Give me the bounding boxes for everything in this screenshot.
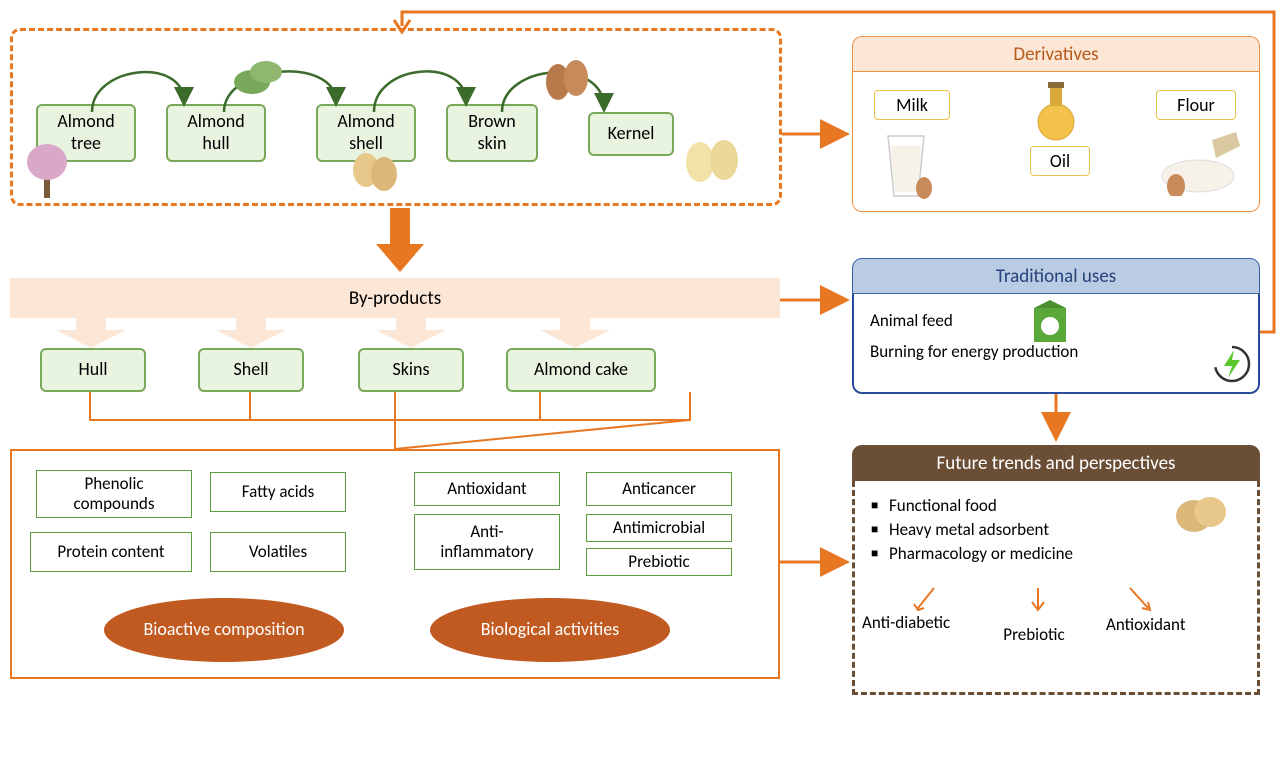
byproduct-label: Skins [392,359,429,381]
cookie-icon [1170,490,1230,538]
byproduct-almond-cake: Almond cake [506,348,656,392]
tree-icon [22,140,72,200]
byproduct-label: Shell [234,359,269,381]
byproducts-bar: By-products [10,278,780,318]
chain-node-brown-skin: Brown skin [446,104,538,162]
hull-icon [230,48,284,102]
kernel-icon [678,130,748,188]
future-header: Future trends and perspectives [852,445,1260,481]
byproduct-label: Hull [79,359,108,381]
act-antioxidant: Antioxidant [414,472,560,506]
act-antiinflammatory: Anti-inflammatory [414,514,560,570]
chain-label: Almond hull [174,111,258,154]
milk-glass-icon [876,130,936,202]
shell-icon [346,142,406,194]
chain-node-almond-hull: Almond hull [166,104,266,162]
arrow-traditional-to-future [1046,394,1066,444]
act-label: Anticancer [622,479,696,499]
deriv-milk: Milk [874,90,950,120]
ellipse-label: Biological activities [481,619,619,641]
ellipse-label: Bioactive composition [143,619,304,641]
act-prebiotic: Prebiotic [586,548,732,576]
byproduct-skins: Skins [358,348,464,392]
deriv-label: Oil [1050,150,1070,172]
chain-label: Brown skin [454,111,530,154]
byproduct-hull: Hull [40,348,146,392]
byproduct-downarrow-3 [376,318,446,348]
down-arrow-to-byproducts [376,208,424,274]
bio-volatiles: Volatiles [210,532,346,572]
brownskin-icon [538,52,596,102]
derivatives-header: Derivatives [852,36,1260,72]
flour-icon [1156,130,1246,196]
bio-label: Volatiles [249,542,307,562]
arrow-byproducts-to-traditional [780,290,852,310]
byproduct-shell: Shell [198,348,304,392]
bio-protein: Protein content [30,532,192,572]
byproduct-label: Almond cake [534,359,628,381]
bio-label: Fatty acids [242,482,314,502]
oil-bottle-icon [1028,78,1084,142]
act-label: Anti-inflammatory [425,522,549,561]
bio-label: Protein content [57,542,164,562]
chain-label: Kernel [608,123,655,145]
arrow-chain-to-derivatives [782,124,852,144]
byproducts-title: By-products [349,287,441,310]
act-anticancer: Anticancer [586,472,732,506]
bio-label: Phenolic compounds [47,474,181,513]
future-sub-2: Prebiotic [984,624,1084,645]
future-bullet-3: Pharmacology or medicine [871,543,1241,564]
deriv-oil: Oil [1030,146,1090,176]
byproduct-downarrow-1 [56,318,126,348]
feed-bag-icon [1028,300,1072,346]
future-sub-1: Anti-diabetic [862,614,962,633]
deriv-flour: Flour [1156,90,1236,120]
derivatives-title: Derivatives [1013,43,1098,66]
future-title: Future trends and perspectives [937,452,1176,475]
energy-bolt-icon [1212,344,1252,384]
byproduct-downarrow-2 [216,318,286,348]
deriv-label: Milk [896,94,928,116]
act-label: Antimicrobial [613,518,705,538]
chain-node-kernel: Kernel [588,112,674,156]
traditional-header: Traditional uses [852,258,1260,294]
bio-phenolic: Phenolic compounds [36,470,192,518]
byproduct-downarrow-4 [540,318,610,348]
arrow-bottom-to-future [780,552,852,572]
traditional-title: Traditional uses [996,265,1116,288]
act-antimicrobial: Antimicrobial [586,514,732,542]
bio-fatty: Fatty acids [210,472,346,512]
deriv-label: Flour [1177,94,1215,116]
future-sub-3: Antioxidant [1106,614,1226,635]
ellipse-biological: Biological activities [430,598,670,662]
act-label: Prebiotic [628,552,689,572]
ellipse-bioactive: Bioactive composition [104,598,344,662]
act-label: Antioxidant [447,479,527,499]
connector-byproducts-to-bottom [10,392,780,450]
